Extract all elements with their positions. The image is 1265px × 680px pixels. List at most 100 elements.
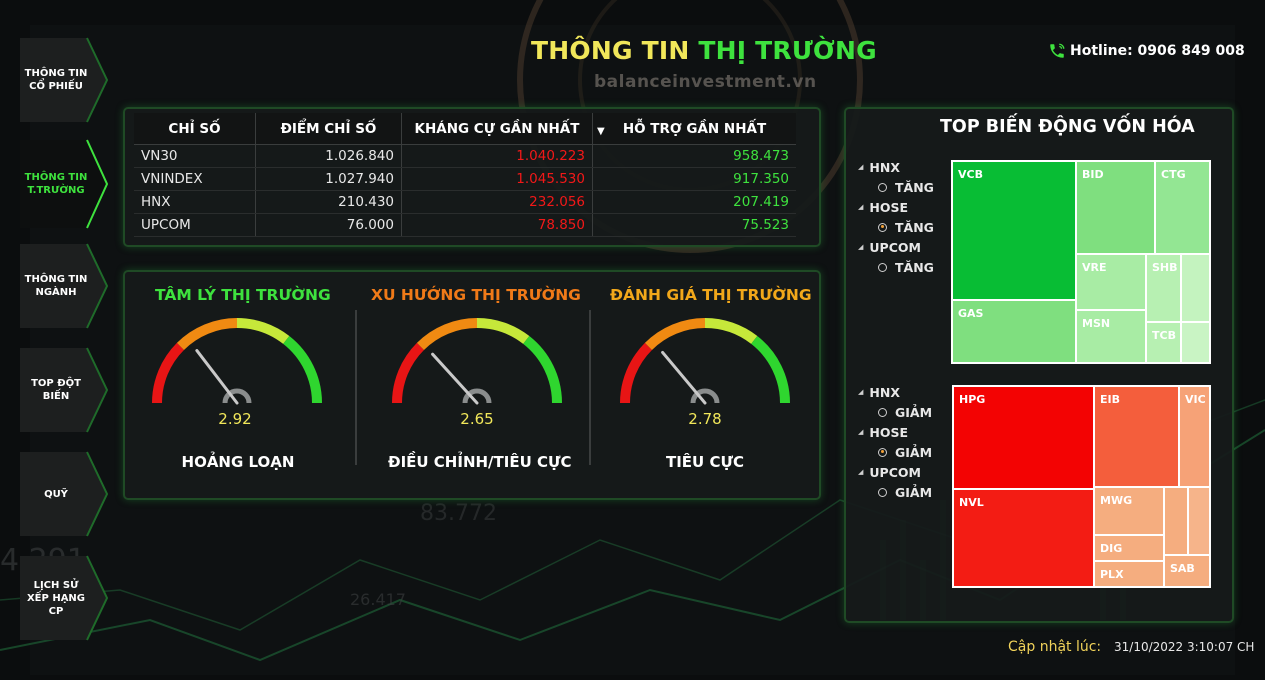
treemap-tile[interactable]: BID [1076,161,1155,254]
treemap-tile[interactable]: VCB [952,161,1076,300]
cell-index-name: VNINDEX [134,167,256,191]
gauge-sentiment [152,318,322,405]
top-cap-title: TOP BIẾN ĐỘNG VỐN HÓA [940,117,1195,137]
treemap-tile-small[interactable] [1164,487,1188,555]
treemap-tile[interactable]: EIB [1094,386,1179,487]
radio-button[interactable] [878,262,887,272]
treemap-tile[interactable]: GAS [952,300,1076,363]
table-row[interactable]: VNINDEX 1.027.940 1.045.530 917.350 [134,167,796,191]
cell-index-points: 76.000 [255,213,402,237]
gauge-segment [416,318,478,351]
radio-button[interactable] [878,487,887,497]
gauge-title-trend: XU HƯỚNG THỊ TRƯỜNG [371,286,581,304]
filter-exchange-label: UPCOM [869,239,921,255]
treemap-tile[interactable]: VRE [1076,254,1146,310]
filter-exchange-upcom[interactable]: ◢ UPCOM [858,462,932,482]
filter-option-hose-decrease[interactable]: GIẢM [858,442,932,462]
sidebar-item-ranking-history[interactable]: LỊCH SỬ XẾP HẠNG CP [20,556,106,640]
treemap-tile[interactable]: SAB [1164,555,1210,587]
treemap-tile[interactable]: HPG [953,386,1094,489]
filter-option-hose-increase[interactable]: TĂNG [858,217,934,237]
sidebar-item-funds[interactable]: QUỸ [20,452,106,536]
filter-exchange-label: HOSE [869,199,909,215]
table-row[interactable]: HNX 210.430 232.056 207.419 [134,190,796,214]
gauge-hub [690,388,720,404]
hotline[interactable]: Hotline: 0906 849 008 [1048,42,1245,60]
cell-support: 917.350 [592,167,796,191]
collapse-icon: ◢ [858,388,864,396]
filter-option-hnx-decrease[interactable]: GIẢM [858,402,932,422]
treemap-tile[interactable]: CTG [1155,161,1210,254]
treemap-tile[interactable]: NVL [953,489,1094,587]
gauge-segment [620,342,653,404]
column-header-resistance[interactable]: KHÁNG CỰ GẦN NHẤT [401,113,593,145]
gauge-segment [176,318,238,351]
treemap-increase: VCB BID CTG GAS VRE SHB MSN TCB [951,160,1211,364]
gauge-segment [236,318,290,344]
index-table: CHỈ SỐ ĐIỂM CHỈ SỐ KHÁNG CỰ GẦN NHẤT ▼ H… [134,113,796,237]
radio-button-selected[interactable] [878,222,887,232]
cell-resistance: 1.040.223 [401,144,593,168]
filter-option-hnx-increase[interactable]: TĂNG [858,177,934,197]
filter-exchange-label: HOSE [869,424,909,440]
sort-arrow-icon[interactable]: ▼ [597,126,605,137]
treemap-tile[interactable]: TCB [1146,322,1181,363]
gauge-value-evaluation: 2.78 [688,410,722,428]
treemap-tile-small[interactable] [1181,254,1210,322]
treemap-tile[interactable]: SHB [1146,254,1181,322]
treemap-tile[interactable]: PLX [1094,561,1164,587]
filter-exchange-hnx[interactable]: ◢ HNX [858,382,932,402]
gauge-value-trend: 2.65 [460,410,494,428]
treemap-tile[interactable]: MWG [1094,487,1164,535]
filter-option-upcom-decrease[interactable]: GIẢM [858,482,932,502]
sidebar-item-label: THÔNG TIN T.TRƯỜNG [24,172,88,196]
cell-index-points: 1.026.840 [255,144,402,168]
increase-filters: ◢ HNX TĂNG ◢ HOSE TĂNG ◢ UPCOM TĂNG [858,157,934,277]
gauge-title-evaluation: ĐÁNH GIÁ THỊ TRƯỜNG [610,286,812,304]
page-title-part2: THỊ TRƯỜNG [698,36,877,65]
gauge-segment [644,318,706,351]
treemap-tile[interactable]: MSN [1076,310,1146,363]
treemap-tile-small[interactable] [1181,322,1210,363]
cell-index-name: UPCOM [134,213,256,237]
gauge-needle [431,352,479,405]
gauge-divider [355,310,357,465]
cell-support: 75.523 [592,213,796,237]
filter-exchange-upcom[interactable]: ◢ UPCOM [858,237,934,257]
column-header-index[interactable]: CHỈ SỐ [134,113,256,145]
gauge-hub [462,388,492,404]
cell-support: 958.473 [592,144,796,168]
sidebar-item-market-info[interactable]: THÔNG TIN T.TRƯỜNG [20,140,106,228]
sidebar-item-industry-info[interactable]: THÔNG TIN NGÀNH [20,244,106,328]
treemap-tile[interactable]: DIG [1094,535,1164,561]
hotline-text: Hotline: 0906 849 008 [1070,43,1245,59]
filter-option-label: TĂNG [895,179,934,195]
radio-button[interactable] [878,407,887,417]
filter-option-label: GIẢM [895,484,933,500]
gauges-panel [123,270,821,500]
filter-option-upcom-increase[interactable]: TĂNG [858,257,934,277]
filter-exchange-hnx[interactable]: ◢ HNX [858,157,934,177]
sidebar-item-stock-info[interactable]: THÔNG TIN CỔ PHIẾU [20,38,106,122]
radio-button-selected[interactable] [878,447,887,457]
filter-exchange-hose[interactable]: ◢ HOSE [858,422,932,442]
radio-button[interactable] [878,182,887,192]
table-row[interactable]: UPCOM 76.000 78.850 75.523 [134,213,796,237]
treemap-tile-small[interactable] [1188,487,1210,555]
watermark-text: balanceinvestment.vn [594,72,817,92]
svg-text:83.772: 83.772 [420,501,497,526]
gauge-label-evaluation: TIÊU CỰC [665,453,744,471]
collapse-icon: ◢ [858,428,864,436]
column-header-support[interactable]: ▼ HỖ TRỢ GẦN NHẤT [592,113,796,145]
gauge-segment [152,342,185,404]
cell-resistance: 78.850 [401,213,593,237]
column-header-points[interactable]: ĐIỂM CHỈ SỐ [255,113,402,145]
sidebar-item-label: TOP ĐỘT BIẾN [31,378,81,402]
filter-exchange-label: UPCOM [869,464,921,480]
filter-exchange-hose[interactable]: ◢ HOSE [858,197,934,217]
filter-option-label: TĂNG [895,259,934,275]
treemap-tile[interactable]: VIC [1179,386,1210,487]
sidebar-item-top-breakout[interactable]: TOP ĐỘT BIẾN [20,348,106,432]
table-row[interactable]: VN30 1.026.840 1.040.223 958.473 [134,144,796,168]
gauge-needle [661,350,707,405]
